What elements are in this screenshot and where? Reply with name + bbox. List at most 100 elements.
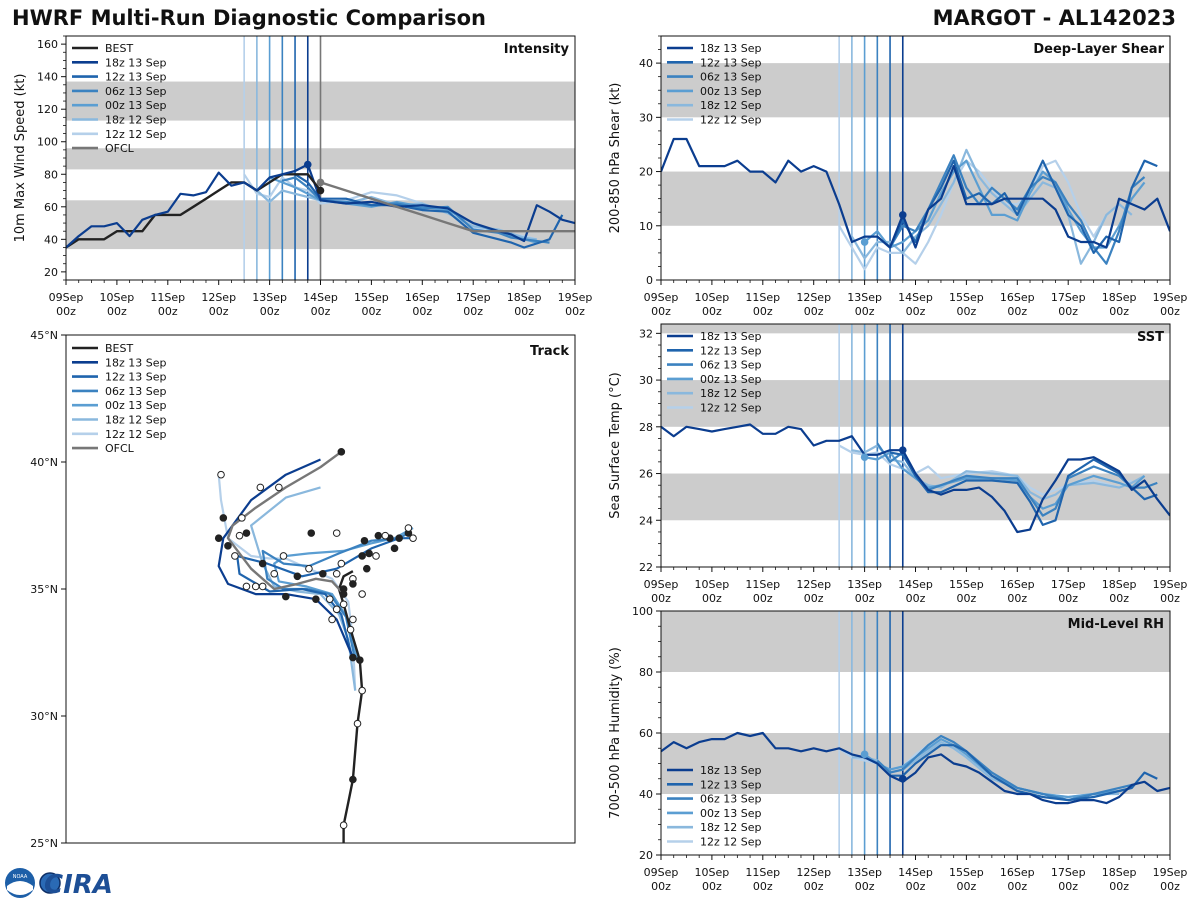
track-point (325, 595, 334, 603)
track-point (281, 592, 290, 601)
track-series-best (337, 570, 364, 843)
shear-xtick-label: 17Sep (1051, 291, 1086, 304)
rh-xtick-label: 11Sep (745, 866, 780, 879)
intensity-xtick-label: 09Sep (49, 291, 84, 304)
track-point (270, 569, 279, 578)
rh-xtick-label: 09Sep (644, 866, 679, 879)
track-point (404, 524, 413, 532)
intensity-xtick-label: 00z (412, 305, 432, 318)
track-point (362, 564, 371, 573)
rh-marker (898, 774, 907, 783)
intensity-legend-label: 12z 12 Sep (105, 128, 167, 141)
shear-xtick-label: 14Sep (898, 291, 933, 304)
sst-band (661, 380, 1170, 427)
rh-xtick-label: 00z (906, 880, 926, 893)
sst-series-18z-13-sep (661, 423, 1170, 534)
rh-ytick-label: 100 (632, 605, 653, 618)
rh-xtick-label: 00z (1007, 880, 1027, 893)
sst-xtick-label: 16Sep (1000, 578, 1035, 591)
intensity-series-ofcl (320, 181, 575, 233)
intensity-legend-label: 00z 13 Sep (105, 99, 167, 112)
track-point (381, 531, 390, 540)
track-point (328, 615, 336, 624)
shear-ytick-label: 20 (639, 166, 653, 179)
shear-xtick-label: 00z (1058, 305, 1078, 318)
track-frame (65, 334, 576, 844)
track-legend-label: 18z 12 Sep (105, 414, 167, 427)
intensity-xtick-label: 00z (260, 305, 280, 318)
intensity-legend-label: 06z 13 Sep (105, 85, 167, 98)
intensity-xtick-label: 00z (107, 305, 127, 318)
intensity-ytick-label: 120 (37, 103, 58, 116)
sst-xtick-label: 00z (1058, 592, 1078, 605)
track-legend-label: 12z 12 Sep (105, 428, 167, 441)
track-point (293, 572, 302, 581)
intensity-xtick-label: 12Sep (201, 291, 236, 304)
intensity-legend-label: 18z 12 Sep (105, 114, 167, 127)
sst-xtick-label: 00z (1109, 592, 1129, 605)
rh-xtick-label: 00z (753, 880, 773, 893)
sst-legend-label: 18z 13 Sep (700, 330, 762, 343)
track-point (332, 605, 341, 614)
shear-legend-label: 18z 13 Sep (700, 42, 762, 55)
track-point (242, 529, 251, 537)
shear-legend-label: 18z 12 Sep (700, 99, 762, 112)
track-point (251, 582, 260, 591)
intensity-legend-label: BEST (105, 42, 133, 55)
rh-xtick-label: 00z (1160, 880, 1180, 893)
page-title: HWRF Multi-Run Diagnostic Comparison (12, 6, 487, 30)
track-point (356, 656, 364, 664)
rh-series-18z-13-sep (661, 731, 1170, 805)
shear-xtick-label: 00z (906, 305, 926, 318)
shear-xtick-label: 12Sep (796, 291, 831, 304)
track-legend-label: BEST (105, 342, 133, 355)
track-point (224, 542, 232, 550)
intensity-xtick-label: 10Sep (100, 291, 135, 304)
track-point (217, 470, 225, 479)
sst-ytick-label: 32 (639, 327, 653, 340)
sst-xtick-label: 18Sep (1102, 578, 1137, 591)
track-point (275, 483, 283, 492)
shear-xtick-label: 18Sep (1102, 291, 1137, 304)
shear-xtick-label: 00z (702, 305, 722, 318)
track-point (390, 544, 399, 553)
track-point (339, 600, 348, 609)
track-ytick-label: 40°N (30, 456, 58, 469)
track-legend-label: 06z 13 Sep (105, 385, 167, 398)
track-series-00z-13-sep (273, 527, 414, 661)
rh-xtick-label: 15Sep (949, 866, 984, 879)
track-point (372, 552, 380, 560)
cira-globe-icon (39, 872, 61, 894)
intensity-xtick-label: 00z (463, 305, 483, 318)
rh-ylabel: 700-500 hPa Humidity (%) (608, 647, 623, 819)
rh-xtick-label: 19Sep (1153, 866, 1188, 879)
sst-xtick-label: 00z (804, 592, 824, 605)
intensity-xtick-label: 17Sep (456, 291, 491, 304)
track-point (258, 559, 267, 568)
sst-series-18z-12-sep (851, 444, 1146, 501)
rh-ytick-label: 60 (639, 727, 653, 740)
track-ytick-label: 25°N (30, 837, 58, 850)
intensity-ytick-label: 140 (37, 71, 58, 84)
sst-xtick-label: 11Sep (745, 578, 780, 591)
rh-legend-label: 06z 13 Sep (700, 793, 762, 806)
panel-shear: 01020304009Sep00z10Sep00z11Sep00z12Sep00… (608, 35, 1188, 318)
track-point (219, 514, 228, 522)
intensity-series-best (66, 173, 322, 249)
shear-xtick-label: 00z (651, 305, 671, 318)
rh-xtick-label: 17Sep (1051, 866, 1086, 879)
intensity-marker (303, 160, 312, 169)
intensity-xtick-label: 13Sep (252, 291, 287, 304)
sst-ytick-label: 24 (639, 514, 653, 527)
shear-xtick-label: 19Sep (1153, 291, 1188, 304)
rh-xtick-label: 00z (702, 880, 722, 893)
shear-legend-label: 12z 12 Sep (700, 114, 762, 127)
track-point (305, 564, 313, 573)
track-point (353, 719, 362, 728)
track-point (349, 775, 357, 784)
rh-xtick-label: 00z (804, 880, 824, 893)
intensity-legend-label: 12z 13 Sep (105, 71, 167, 84)
rh-xtick-label: 00z (1058, 880, 1078, 893)
intensity-xtick-label: 19Sep (558, 291, 593, 304)
sst-ytick-label: 30 (639, 374, 653, 387)
